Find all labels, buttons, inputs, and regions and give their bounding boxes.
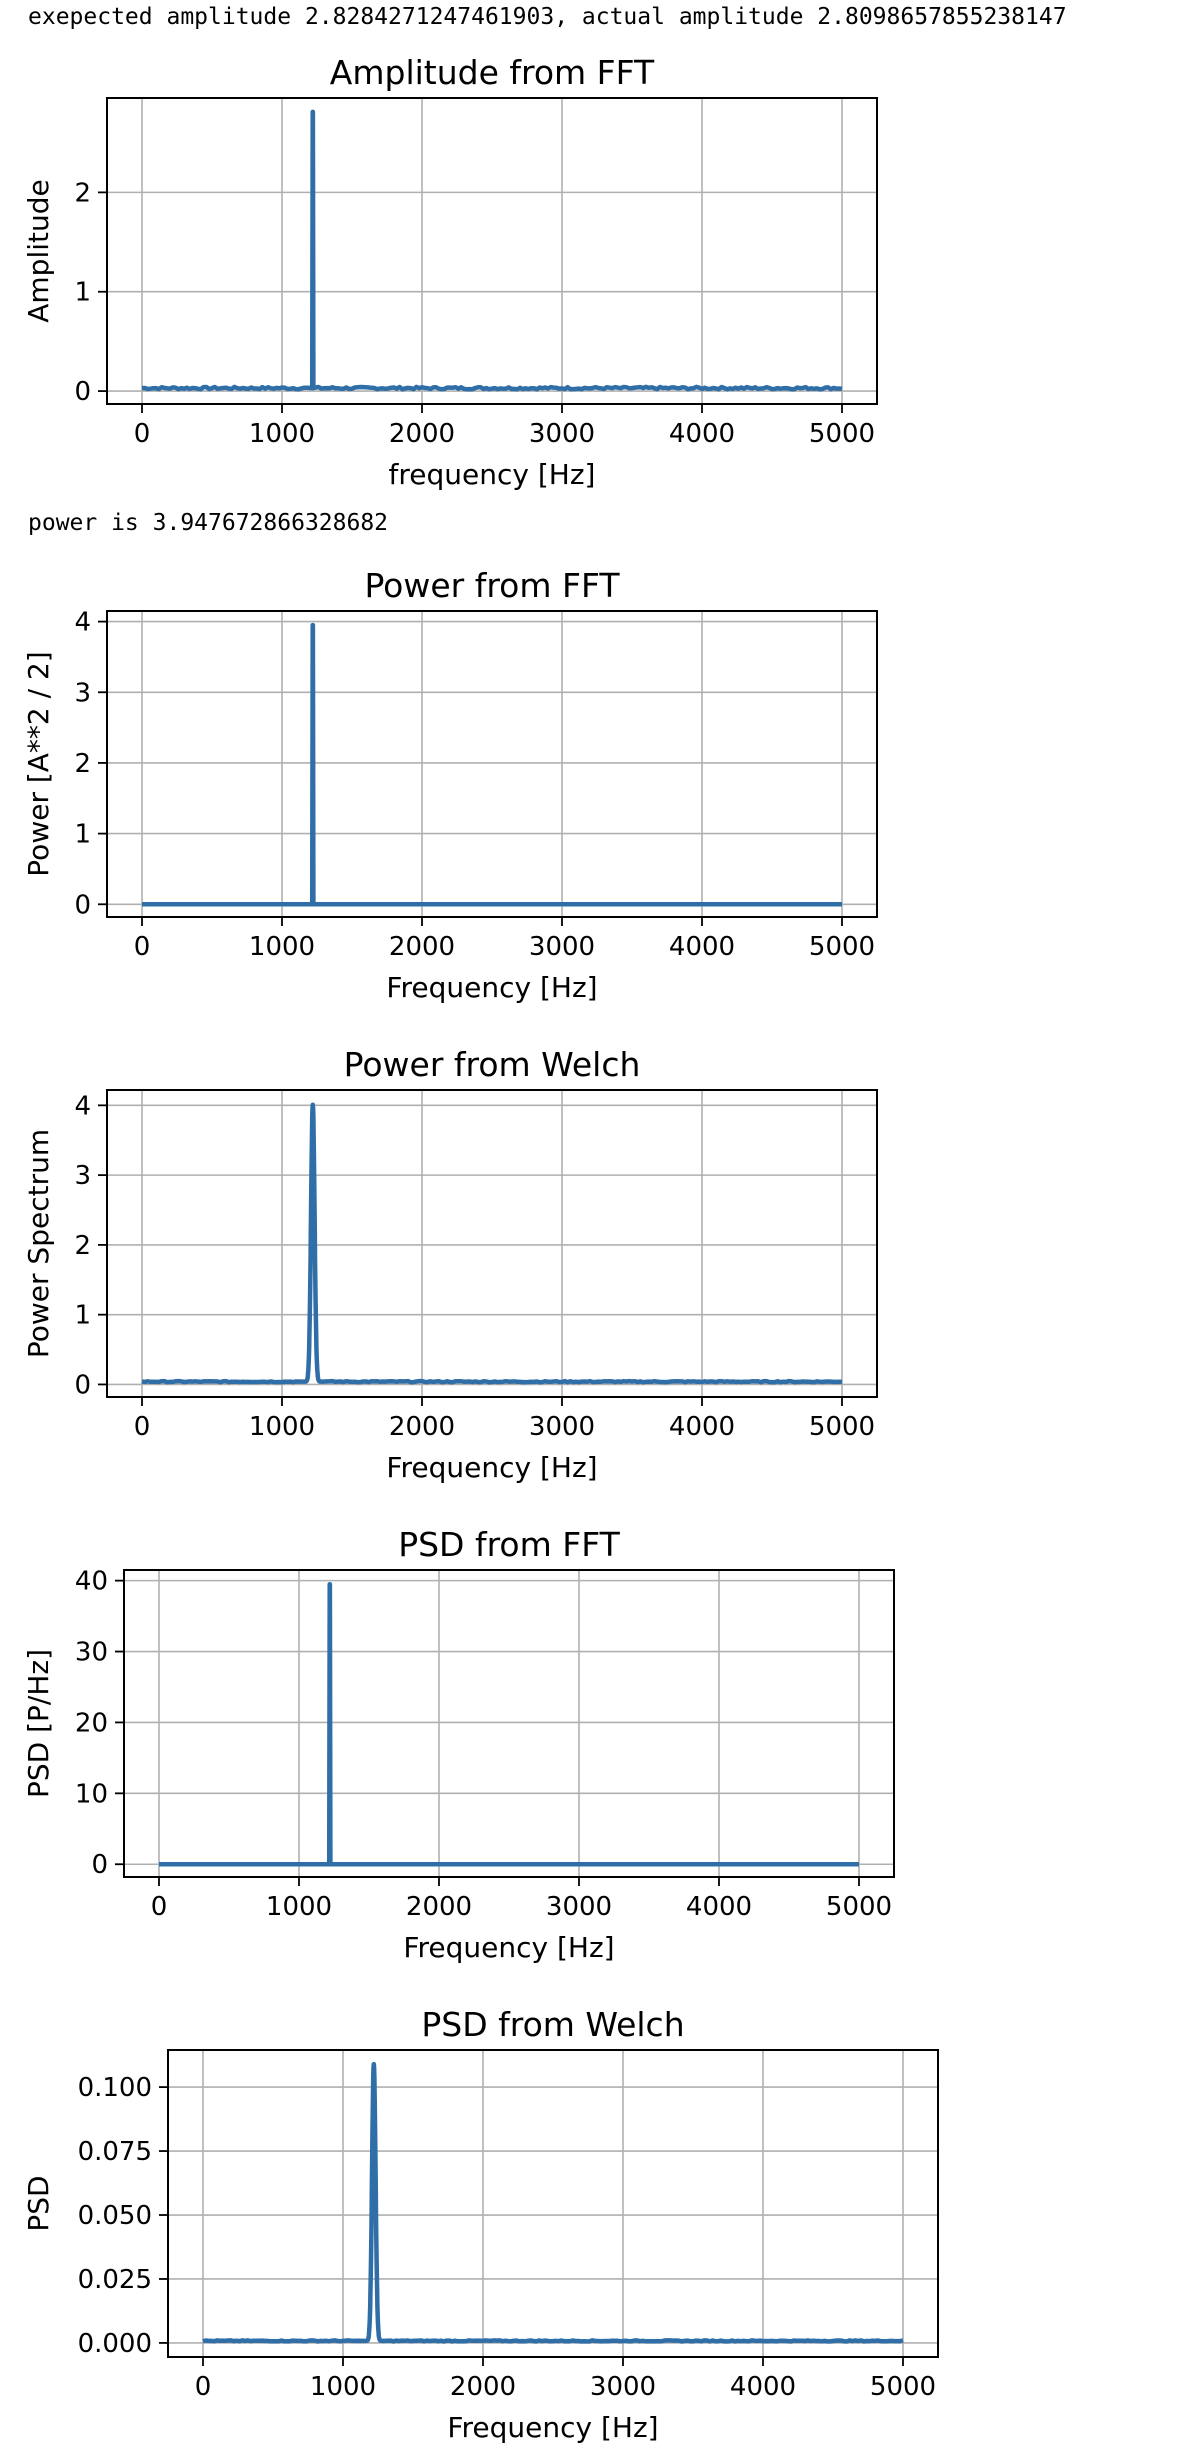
x-tick-label: 1000: [249, 932, 315, 962]
chart-4: 0 1000 2000 3000 4000 5000 0 10 20 30 40 PSD from F…: [22, 1525, 895, 1964]
x-tick-label: 4000: [669, 932, 735, 962]
x-tick-label: 3000: [529, 1412, 595, 1442]
x-tick-label: 1000: [266, 1892, 332, 1922]
x-tick-label: 3000: [529, 932, 595, 962]
chart-title: Amplitude from FFT: [330, 53, 655, 92]
y-tick-label: 30: [75, 1638, 108, 1668]
chart-5: 0 1000 2000 3000 4000 5000 0.000 0.025 0.050 0.07…: [22, 2005, 939, 2444]
axes-frame: [106, 97, 878, 405]
chart-2: 0 1000 2000 3000 4000 5000 0 1 2 3 4 Power from FFT…: [22, 566, 878, 1004]
y-tick-label: 0.075: [78, 2137, 152, 2167]
x-tick-label: 1000: [310, 2372, 376, 2402]
y-tick-label: 1: [74, 1301, 91, 1331]
x-tick-label: 1000: [249, 419, 315, 449]
y-tick-label: 0.050: [78, 2201, 152, 2231]
y-tick-label: 1: [74, 820, 91, 850]
y-tick-label: 3: [74, 1161, 91, 1191]
y-tick-label: 4: [74, 1091, 91, 1121]
x-tick-label: 0: [134, 419, 151, 449]
x-tick-label: 5000: [826, 1892, 892, 1922]
axes-frame: [123, 1569, 895, 1878]
y-axis-label: PSD: [22, 2175, 55, 2231]
chart-title: Power from Welch: [344, 1045, 641, 1084]
x-tick-label: 0: [134, 1412, 151, 1442]
chart-3: 0 1000 2000 3000 4000 5000 0 1 2 3 4 Power from Wel…: [22, 1045, 878, 1484]
x-axis-label: Frequency [Hz]: [403, 1931, 614, 1964]
y-tick-label: 0: [74, 890, 91, 920]
x-tick-label: 4000: [730, 2372, 796, 2402]
x-tick-label: 5000: [870, 2372, 936, 2402]
x-tick-label: 3000: [590, 2372, 656, 2402]
y-tick-label: 40: [75, 1567, 108, 1597]
chart-title: PSD from Welch: [421, 2005, 684, 2044]
y-tick-label: 2: [74, 178, 91, 208]
y-tick-label: 1: [74, 278, 91, 308]
x-tick-label: 0: [134, 932, 151, 962]
x-tick-label: 4000: [686, 1892, 752, 1922]
output-line-amplitude: exepected amplitude 2.8284271247461903, …: [28, 4, 1067, 30]
x-axis-label: Frequency [Hz]: [447, 2411, 658, 2444]
series-line: [142, 622, 842, 907]
x-tick-label: 2000: [450, 2372, 516, 2402]
x-tick-label: 0: [151, 1892, 168, 1922]
chart-1: 0 1000 2000 3000 4000 5000 0 1 2 Amplitude from F…: [22, 53, 878, 491]
y-tick-label: 2: [74, 749, 91, 779]
x-tick-label: 3000: [529, 419, 595, 449]
axes-frame: [106, 1089, 878, 1398]
output-line-power: power is 3.947672866328682: [28, 510, 389, 536]
y-tick-label: 10: [75, 1779, 108, 1809]
y-tick-label: 0.000: [78, 2329, 152, 2359]
chart-title: Power from FFT: [364, 566, 620, 605]
x-axis-label: Frequency [Hz]: [386, 971, 597, 1004]
axes-frame: [106, 610, 878, 918]
y-axis-label: Power Spectrum: [22, 1129, 55, 1358]
y-axis-label: Amplitude: [22, 179, 55, 323]
y-axis-label: Power [A**2 / 2]: [22, 651, 55, 876]
x-tick-label: 4000: [669, 419, 735, 449]
y-tick-label: 0: [74, 1370, 91, 1400]
x-tick-label: 0: [195, 2372, 212, 2402]
x-tick-label: 5000: [809, 1412, 875, 1442]
y-tick-label: 0: [91, 1850, 108, 1880]
x-tick-label: 2000: [389, 419, 455, 449]
series-line: [159, 1581, 859, 1867]
x-tick-label: 2000: [389, 1412, 455, 1442]
series-line: [141, 109, 843, 392]
x-tick-label: 2000: [389, 932, 455, 962]
x-tick-label: 3000: [546, 1892, 612, 1922]
x-axis-label: Frequency [Hz]: [386, 1451, 597, 1484]
x-tick-label: 5000: [809, 932, 875, 962]
y-tick-label: 0.100: [78, 2073, 152, 2103]
y-axis-label: PSD [P/Hz]: [22, 1649, 55, 1798]
y-tick-label: 3: [74, 678, 91, 708]
x-tick-label: 1000: [249, 1412, 315, 1442]
y-tick-label: 20: [75, 1708, 108, 1738]
y-tick-label: 0.025: [78, 2265, 152, 2295]
series-line: [202, 2061, 904, 2344]
y-tick-label: 0: [74, 377, 91, 407]
x-tick-label: 2000: [406, 1892, 472, 1922]
axes-frame: [167, 2049, 939, 2358]
x-tick-label: 4000: [669, 1412, 735, 1442]
y-tick-label: 4: [74, 608, 91, 638]
chart-title: PSD from FFT: [398, 1525, 620, 1564]
x-axis-label: frequency [Hz]: [389, 458, 596, 491]
x-tick-label: 5000: [809, 419, 875, 449]
series-line: [141, 1102, 843, 1385]
y-tick-label: 2: [74, 1231, 91, 1261]
